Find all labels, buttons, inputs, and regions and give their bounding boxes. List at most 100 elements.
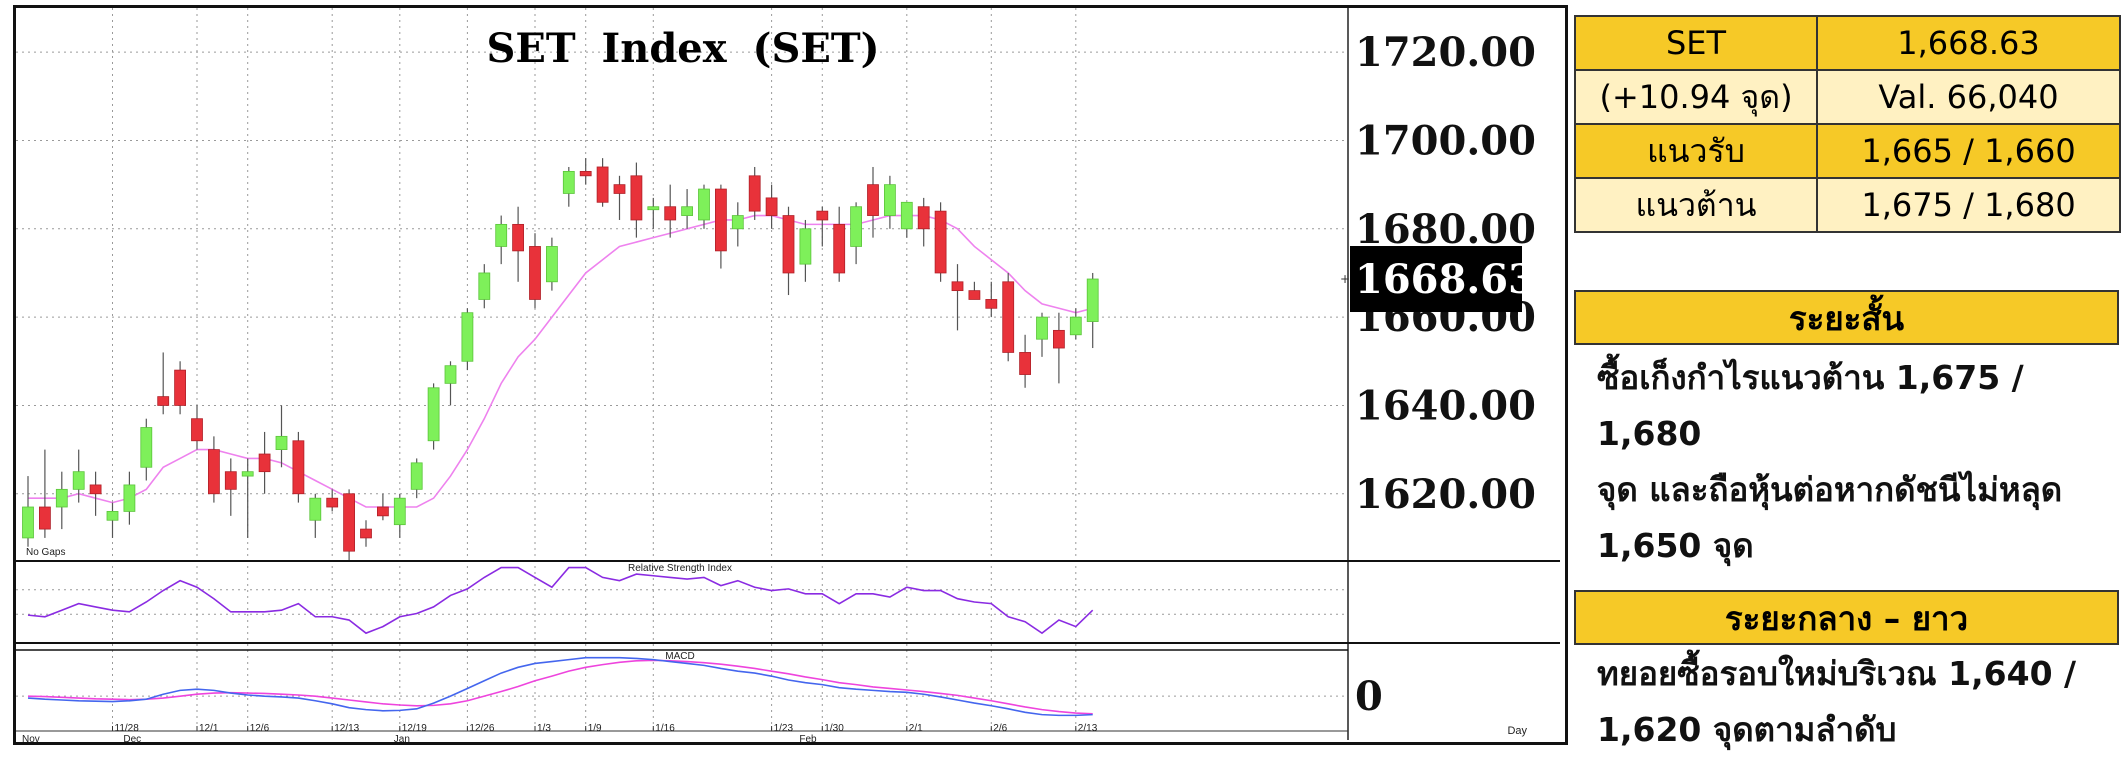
candle-up xyxy=(427,387,440,442)
candle-down xyxy=(867,184,879,216)
date-tick-label: 1/23 xyxy=(774,723,794,734)
date-tick-label: 12/1 xyxy=(199,723,219,734)
candle-down xyxy=(1002,281,1015,353)
candle-down xyxy=(816,210,829,221)
candle-down xyxy=(207,449,220,495)
summary-row-change: (+10.94 จุด) Val. 66,040 xyxy=(1574,69,2121,125)
candle-down xyxy=(596,166,609,203)
candle-down xyxy=(39,506,51,530)
month-label: Nov xyxy=(22,734,40,745)
candle-down xyxy=(664,206,677,221)
moving-average-line xyxy=(28,214,1093,508)
candle-up xyxy=(22,506,34,539)
candle-down xyxy=(613,184,626,194)
short-term-header: ระยะสั้น xyxy=(1574,290,2119,345)
date-tick-label: 1/3 xyxy=(537,723,551,734)
short-term-line: ซื้อเก็งกำไรแนวต้าน 1,675 / 1,680 xyxy=(1597,358,2024,453)
rsi-panel xyxy=(14,560,1560,644)
macd-signal-line xyxy=(27,659,1093,715)
month-label: Jan xyxy=(394,734,410,745)
date-tick-label: 1/30 xyxy=(824,723,844,734)
candle-down xyxy=(224,471,237,490)
candle-down xyxy=(258,453,271,473)
support-value: 1,665 / 1,660 xyxy=(1816,123,2121,179)
index-name: SET xyxy=(1574,15,1818,71)
candle-down xyxy=(782,215,795,274)
date-tick-label: 12/13 xyxy=(334,723,359,734)
resistance-value: 1,675 / 1,680 xyxy=(1816,177,2121,233)
crosshair-marker: + xyxy=(1340,272,1350,286)
candle-down xyxy=(968,290,981,300)
date-tick-label: 12/6 xyxy=(250,723,270,734)
candle-down xyxy=(292,440,305,495)
candle-up xyxy=(799,228,812,265)
candle-up xyxy=(72,471,85,490)
summary-row-resistance: แนวต้าน 1,675 / 1,680 xyxy=(1574,177,2121,233)
candle-down xyxy=(951,281,964,292)
date-tick-label: 1/9 xyxy=(588,723,602,734)
index-change: (+10.94 จุด) xyxy=(1574,69,1818,125)
rsi-line xyxy=(27,566,1094,635)
candle-down xyxy=(326,497,339,508)
index-value: 1,668.63 xyxy=(1816,15,2121,71)
candle-down xyxy=(917,206,930,230)
rsi-label: Relative Strength Index xyxy=(628,563,732,574)
candle-up xyxy=(241,471,254,477)
price-tick-label: 1680.00 xyxy=(1355,206,1536,253)
candle-up xyxy=(1086,278,1099,322)
candle-down xyxy=(579,170,592,177)
macd-zero-label: 0 xyxy=(1355,673,1383,720)
price-tick-label: 1700.00 xyxy=(1355,117,1536,164)
date-tick-label: 11/28 xyxy=(115,723,140,734)
price-tick-label: 1620.00 xyxy=(1355,471,1536,518)
candle-down xyxy=(512,223,524,252)
macd-line xyxy=(27,656,1093,717)
candle-down xyxy=(715,188,727,252)
candle-down xyxy=(1019,352,1031,375)
candle-down xyxy=(343,493,356,552)
long-term-line: ทยอยซื้อรอบใหม่บริเวณ 1,640 / xyxy=(1597,654,2077,693)
candle-down xyxy=(765,197,778,216)
chart-title: SET Index (SET) xyxy=(486,25,879,72)
candle-up xyxy=(461,312,474,362)
month-label: Feb xyxy=(799,734,817,745)
candle-down xyxy=(934,210,947,274)
support-label: แนวรับ xyxy=(1574,123,1818,179)
candle-down xyxy=(360,528,372,539)
period-label: Day xyxy=(1507,725,1527,737)
candle-up xyxy=(1069,316,1082,336)
candle-up xyxy=(410,462,423,490)
candle-up xyxy=(562,170,575,194)
candle-up xyxy=(647,206,660,211)
candle-up xyxy=(478,272,491,300)
candle-down xyxy=(630,175,643,221)
candle-up xyxy=(850,206,862,247)
date-tick-label: 2/6 xyxy=(993,723,1007,734)
long-term-header: ระยะกลาง – ยาว xyxy=(1574,590,2119,645)
candle-up xyxy=(731,215,744,230)
summary-row-set: SET 1,668.63 xyxy=(1574,15,2121,71)
last-price-tag xyxy=(1350,246,1522,313)
candle-up xyxy=(106,511,119,521)
price-chart: 1720.001700.001680.001660.001640.001620.… xyxy=(14,8,1560,745)
candle-up xyxy=(681,206,693,216)
short-term-line: 1,650 จุด xyxy=(1597,526,1754,565)
trade-value: Val. 66,040 xyxy=(1816,69,2121,125)
long-term-text: ทยอยซื้อรอบใหม่บริเวณ 1,640 / 1,620 จุดต… xyxy=(1597,646,2117,758)
candle-up xyxy=(444,365,457,384)
candle-up xyxy=(900,201,913,230)
candle-down xyxy=(191,418,203,442)
candle-down xyxy=(748,175,761,212)
summary-row-support: แนวรับ 1,665 / 1,660 xyxy=(1574,123,2121,179)
short-term-line: จุด และถือหุ้นต่อหากดัชนีไม่หลุด xyxy=(1597,470,2063,509)
candle-up xyxy=(495,223,508,247)
candle-up xyxy=(698,188,710,221)
long-term-line: 1,620 จุดตามลำดับ xyxy=(1597,710,1897,749)
month-label: Dec xyxy=(123,734,141,745)
date-tick-label: 2/1 xyxy=(909,723,923,734)
no-gaps-label: No Gaps xyxy=(26,547,65,558)
date-tick-label: 12/26 xyxy=(469,723,494,734)
candle-down xyxy=(529,246,541,300)
date-tick-label: 12/19 xyxy=(402,723,427,734)
short-term-text: ซื้อเก็งกำไรแนวต้าน 1,675 / 1,680 จุด แล… xyxy=(1597,350,2117,574)
